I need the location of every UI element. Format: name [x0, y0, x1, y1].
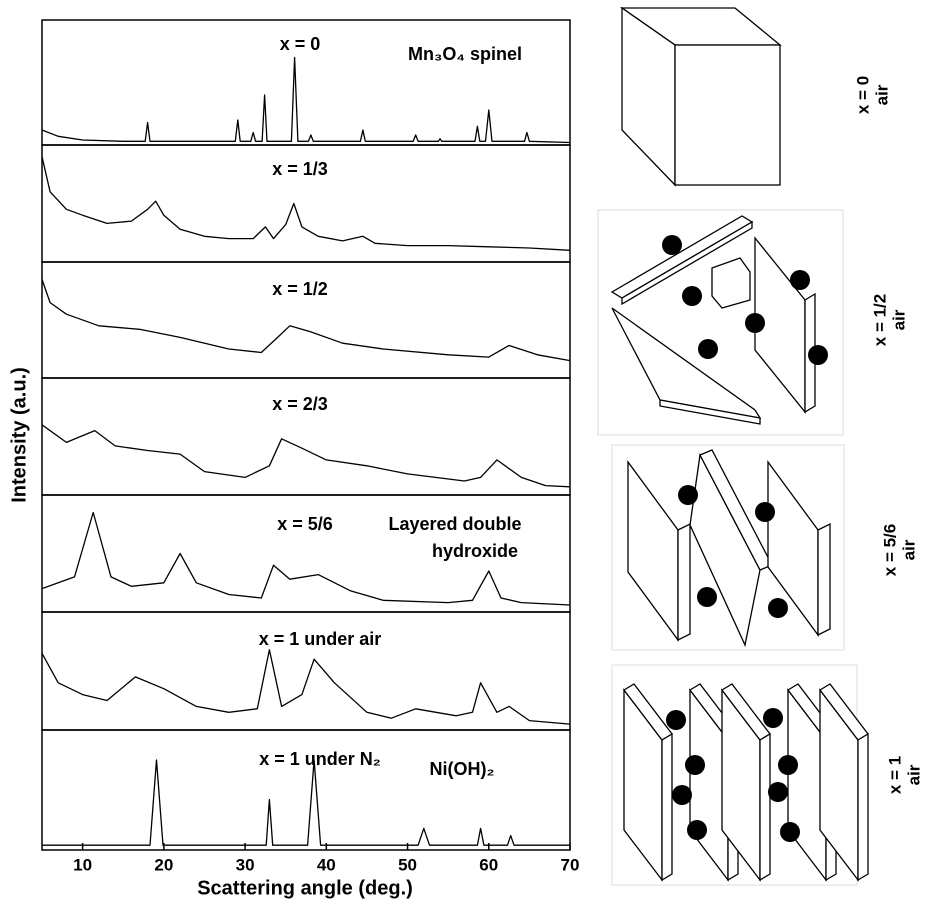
x-tick-label: 30	[236, 855, 255, 874]
panel-label: x = 0	[280, 34, 321, 54]
panel-label: x = 2/3	[272, 394, 328, 414]
x-tick-label: 20	[154, 855, 173, 874]
xrd-line	[41, 424, 571, 488]
x-tick-label: 10	[73, 855, 92, 874]
xrd-line	[41, 156, 571, 251]
diagram-atmosphere: air	[872, 84, 891, 105]
annotation: Ni(OH)₂	[430, 759, 495, 779]
diagram-label: x = 5/6	[880, 524, 899, 576]
panel-label: x = 1/2	[272, 279, 328, 299]
annotation: Mn₃O₄ spinel	[408, 44, 522, 64]
diagram-label: x = 1/2	[870, 294, 889, 346]
xrd-line	[42, 759, 570, 846]
xrd-line	[41, 511, 571, 606]
annotation: hydroxide	[432, 541, 518, 561]
diagram-cube	[619, 6, 782, 187]
xrd-line	[41, 56, 571, 144]
x-tick-label: 40	[317, 855, 336, 874]
x-tick-label: 50	[398, 855, 417, 874]
panel-frame	[41, 729, 571, 851]
panel-label: x = 1 under N₂	[259, 749, 381, 769]
diagram-brucite	[611, 664, 869, 886]
panel-label: x = 5/6	[277, 514, 333, 534]
diagram-disordered	[597, 209, 844, 436]
annotation: Layered double	[388, 514, 521, 534]
xrd-line	[41, 649, 571, 725]
xrd-line	[41, 279, 571, 362]
diagram-label: x = 1	[885, 756, 904, 794]
diagram-atmosphere: air	[889, 309, 908, 330]
diagram-atmosphere: air	[904, 764, 923, 785]
x-axis-label: Scattering angle (deg.)	[197, 877, 413, 899]
y-axis-label: Intensity (a.u.)	[8, 367, 30, 503]
diagram-label: x = 0	[853, 76, 872, 114]
panel-label: x = 1 under air	[259, 629, 382, 649]
diagram-ldh	[611, 444, 845, 651]
panel-label: x = 1/3	[272, 159, 328, 179]
x-tick-label: 70	[561, 855, 580, 874]
diagram-atmosphere: air	[899, 539, 918, 560]
x-tick-label: 60	[479, 855, 498, 874]
